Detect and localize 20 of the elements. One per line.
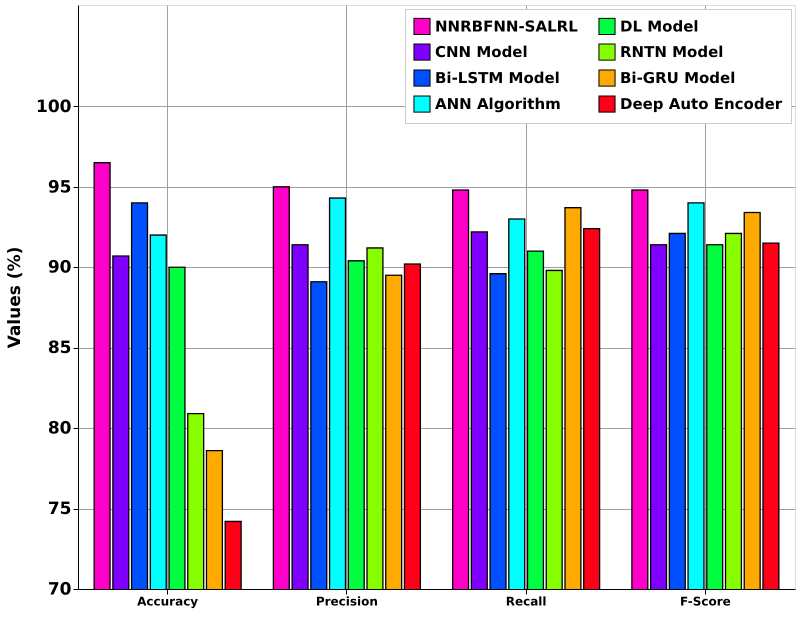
y-tick-label: 80 (48, 418, 72, 439)
legend-label: DL Model (620, 17, 699, 36)
x-tick-label: Precision (316, 594, 378, 608)
legend-label: ANN Algorithm (435, 95, 561, 113)
legend-label: CNN Model (435, 43, 528, 61)
y-tick-label: 100 (36, 96, 72, 117)
x-tick-label: Recall (506, 594, 547, 608)
y-tick-label: 95 (48, 177, 72, 198)
y-tick-label: 70 (48, 580, 72, 600)
legend-label: Bi-LSTM Model (435, 69, 560, 87)
y-tick-label: 75 (48, 499, 72, 520)
legend-label: Bi-GRU Model (620, 69, 736, 87)
legend-label: RNTN Model (620, 43, 724, 61)
x-tick-label: F-Score (680, 594, 731, 608)
y-axis-title: Values (%) (5, 246, 26, 348)
legend-label: Deep Auto Encoder (620, 95, 783, 113)
y-tick-label: 85 (48, 338, 72, 358)
legend-label: NNRBFNN-SALRL (435, 17, 578, 36)
x-tick-label: Accuracy (137, 594, 198, 608)
y-tick-label: 90 (48, 258, 72, 278)
